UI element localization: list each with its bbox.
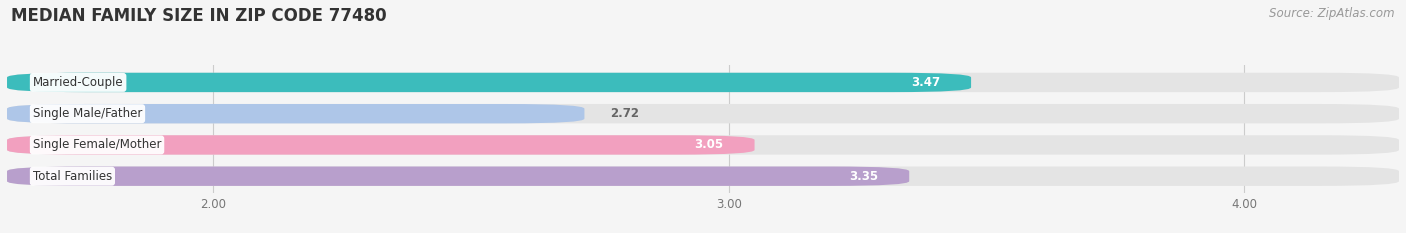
FancyBboxPatch shape [7, 135, 1399, 155]
FancyBboxPatch shape [7, 104, 1399, 123]
FancyBboxPatch shape [7, 73, 972, 92]
FancyBboxPatch shape [7, 135, 755, 155]
Text: Single Male/Father: Single Male/Father [32, 107, 142, 120]
Text: Single Female/Mother: Single Female/Mother [32, 138, 162, 151]
Text: Total Families: Total Families [32, 170, 112, 183]
FancyBboxPatch shape [7, 167, 1399, 186]
Text: 2.72: 2.72 [610, 107, 640, 120]
Text: 3.47: 3.47 [911, 76, 941, 89]
FancyBboxPatch shape [7, 104, 585, 123]
Text: Source: ZipAtlas.com: Source: ZipAtlas.com [1270, 7, 1395, 20]
Text: 3.35: 3.35 [849, 170, 879, 183]
Text: 3.05: 3.05 [695, 138, 724, 151]
FancyBboxPatch shape [7, 167, 910, 186]
FancyBboxPatch shape [7, 73, 1399, 92]
Text: MEDIAN FAMILY SIZE IN ZIP CODE 77480: MEDIAN FAMILY SIZE IN ZIP CODE 77480 [11, 7, 387, 25]
Text: Married-Couple: Married-Couple [32, 76, 124, 89]
